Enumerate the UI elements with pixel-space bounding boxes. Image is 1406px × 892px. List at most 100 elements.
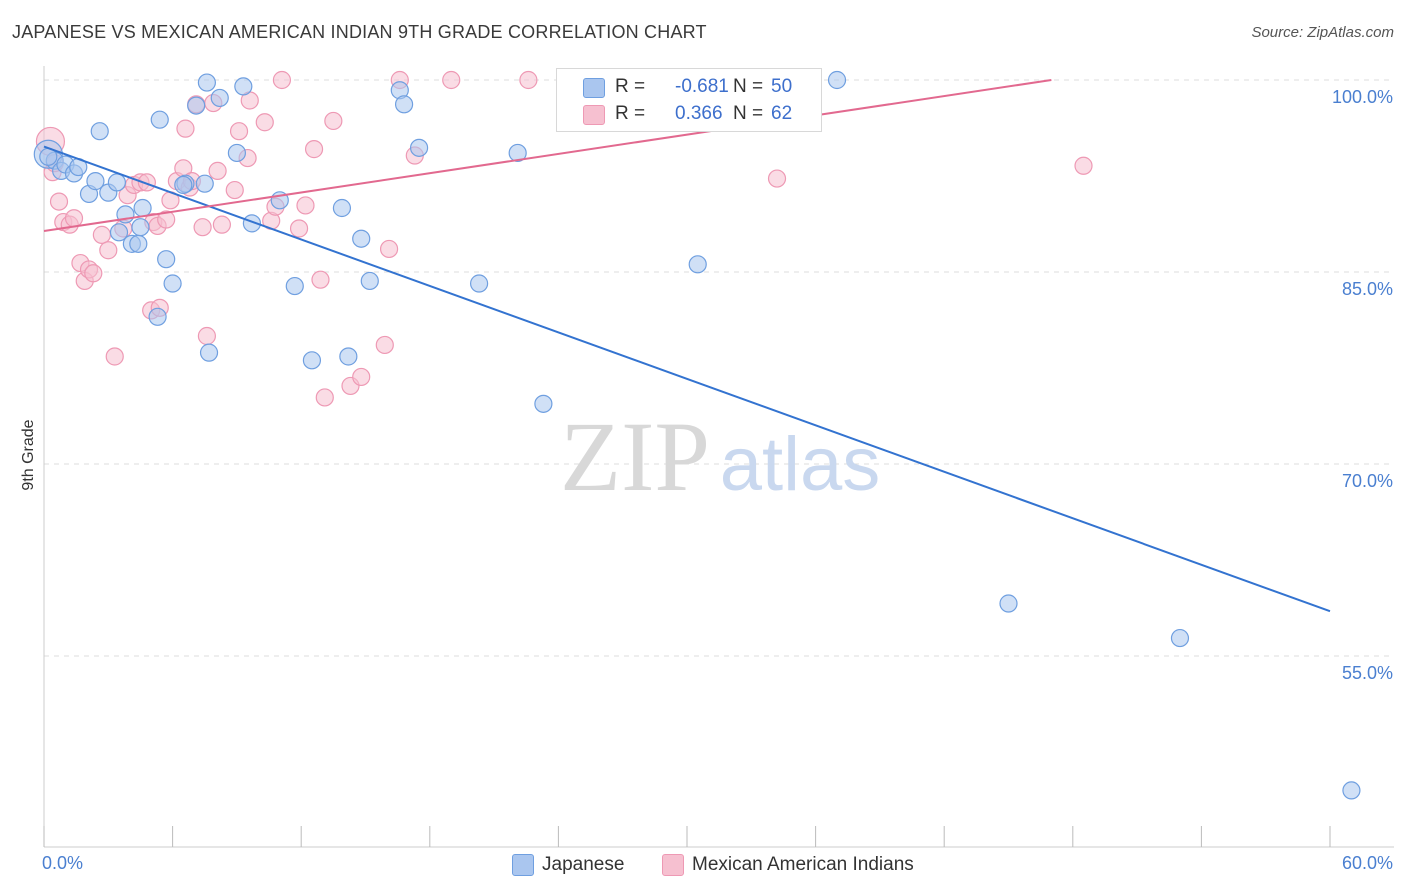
mexican-point <box>99 241 118 260</box>
japanese-point <box>210 88 229 108</box>
legend-r-label: R = <box>615 103 646 124</box>
trend-lines <box>43 79 1331 613</box>
series-legend-label: Japanese <box>542 854 625 875</box>
mexican-point <box>229 122 249 141</box>
mexican-point <box>311 270 330 289</box>
mexican-point <box>289 219 309 238</box>
japanese-point <box>332 198 352 218</box>
y-tick-label: 70.0% <box>1342 471 1393 491</box>
japanese-point <box>131 218 150 237</box>
mexican-point <box>176 119 195 138</box>
mexican-point <box>92 225 111 244</box>
legend-swatch-japanese <box>583 78 605 98</box>
japanese-point <box>197 73 216 92</box>
japanese-point <box>195 174 214 193</box>
y-tick-label: 85.0% <box>1342 279 1393 299</box>
grid-lines <box>44 79 1394 657</box>
legend-r-label: R = <box>615 76 646 97</box>
mexican-point <box>375 335 394 355</box>
mexican-point <box>315 388 334 407</box>
legend-n-value: 50 <box>771 76 793 97</box>
japanese-point <box>469 274 489 293</box>
series-legend-label: Mexican American Indians <box>692 854 914 875</box>
mexican-point <box>225 180 244 200</box>
japanese-point <box>227 143 246 163</box>
legend-n-label: N = <box>733 103 764 124</box>
japanese-point <box>109 223 129 242</box>
mexican-point <box>49 192 69 211</box>
japanese-point <box>352 229 371 248</box>
y-tick-label: 100.0% <box>1332 87 1393 107</box>
japanese-point <box>827 70 847 90</box>
japanese-point <box>150 110 169 129</box>
mexican-point <box>84 264 103 283</box>
japanese-point <box>409 138 429 157</box>
legend-r-value: -0.681 <box>675 76 729 97</box>
chart-title: JAPANESE VS MEXICAN AMERICAN INDIAN 9TH … <box>12 22 707 42</box>
japanese-point <box>688 255 707 274</box>
japanese-point <box>508 143 527 163</box>
mexican-point <box>197 326 216 346</box>
mexican-point <box>519 70 538 90</box>
japanese-point <box>107 173 126 192</box>
mexican-point <box>379 239 399 259</box>
watermark-zip: ZIP <box>560 401 710 512</box>
mexican-point <box>212 215 231 234</box>
mexican-point <box>442 70 461 90</box>
japanese-point <box>1342 781 1361 800</box>
mexican-point <box>296 196 315 215</box>
mexican-point <box>304 140 324 159</box>
mexican-point <box>208 161 227 180</box>
mexican-point <box>137 173 156 192</box>
legend-swatch-mexican <box>583 105 605 125</box>
legend-swatch-mexican <box>662 854 684 876</box>
axes <box>43 66 1394 848</box>
mexican-point <box>352 367 371 387</box>
japanese-point <box>129 234 148 253</box>
japanese-point <box>174 175 193 195</box>
mexican-trend-line <box>43 79 1052 233</box>
source-label: Source: ZipAtlas.com <box>1251 24 1394 41</box>
y-tick-label: 55.0% <box>1342 663 1393 683</box>
mexican-point <box>193 218 212 237</box>
japanese-point <box>199 343 219 362</box>
japanese-point <box>148 307 167 326</box>
japanese-point <box>999 594 1018 613</box>
mexican-point <box>64 209 84 228</box>
japanese-trend-line <box>43 145 1331 613</box>
mexican-point <box>767 169 787 188</box>
japanese-point <box>133 198 152 218</box>
japanese-point <box>157 250 176 269</box>
japanese-point <box>360 271 379 291</box>
mexican-point <box>1074 156 1093 175</box>
axis-labels: 55.0% 70.0% 85.0% 100.0% 0.0% 60.0% 9th Grade <box>20 87 1393 873</box>
japanese-point <box>302 351 322 370</box>
japanese-point <box>394 95 414 114</box>
japanese-point <box>285 276 304 296</box>
japanese-point <box>534 394 553 413</box>
japanese-point <box>339 347 358 366</box>
y-axis-label: 9th Grade <box>20 419 37 490</box>
legend-swatch-japanese <box>512 854 534 876</box>
mexican-point <box>324 111 343 131</box>
watermark: ZIP atlas <box>560 401 880 512</box>
x-tick-label: 0.0% <box>42 853 83 873</box>
japanese-point <box>163 274 182 293</box>
mexican-point <box>157 210 176 229</box>
legend-n-value: 62 <box>771 103 793 124</box>
watermark-atlas: atlas <box>720 422 881 507</box>
mexican-point <box>105 347 124 366</box>
mexican-point <box>255 113 274 132</box>
correlation-legend: R = -0.681 N = 50 R = 0.366 N = 62 <box>556 68 822 132</box>
japanese-point <box>234 77 253 96</box>
series-japanese-points <box>33 70 1361 800</box>
legend-r-value: 0.366 <box>675 103 723 124</box>
mexican-point <box>272 70 292 90</box>
japanese-point <box>187 96 206 115</box>
japanese-point <box>86 172 105 191</box>
japanese-point <box>90 122 109 141</box>
legend-n-label: N = <box>733 76 764 97</box>
x-tick-label: 60.0% <box>1342 853 1393 873</box>
japanese-point <box>1170 628 1190 648</box>
